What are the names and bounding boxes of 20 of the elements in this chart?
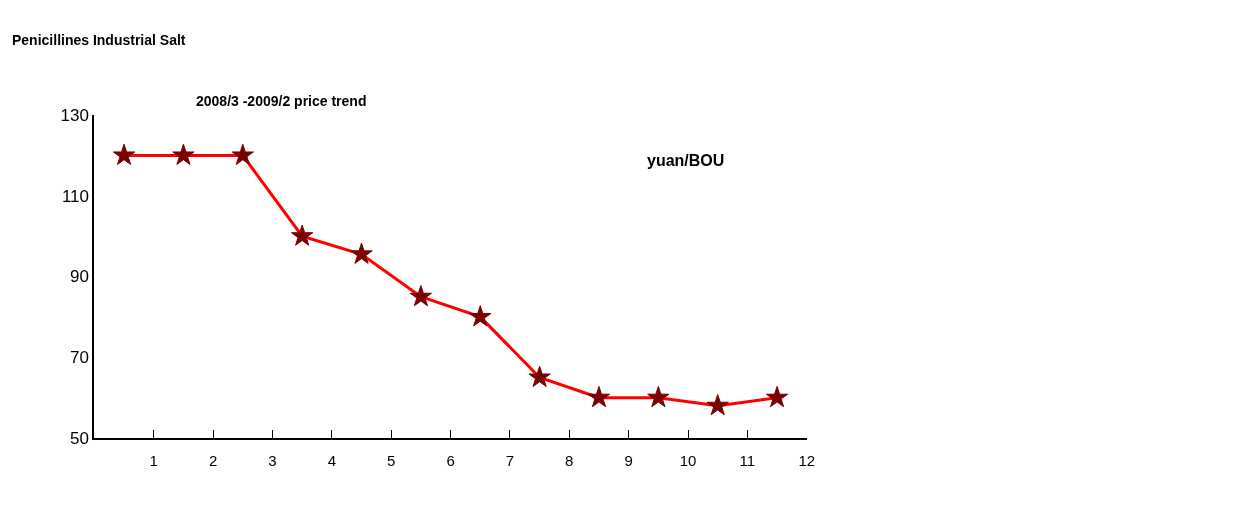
y-tick-label: 110 — [61, 186, 89, 206]
x-tick-label: 7 — [505, 452, 515, 470]
x-tick-label: 3 — [268, 452, 277, 470]
x-tick-label: 9 — [624, 452, 633, 470]
x-tick-label: 11 — [739, 452, 756, 470]
x-tick-label: 5 — [387, 452, 396, 470]
y-tick-label: 50 — [70, 428, 89, 448]
chart-subtitle: 2008/3 -2009/2 price trend — [196, 93, 367, 109]
y-tick-label: 70 — [70, 348, 89, 368]
chart-title: Penicillines Industrial Salt — [12, 32, 186, 48]
x-tick-label: 4 — [327, 452, 337, 470]
x-tick-label: 12 — [798, 452, 816, 470]
y-tick-label: 90 — [70, 267, 89, 287]
x-tick-label: 1 — [149, 452, 158, 470]
annotation: yuan/BOU — [647, 152, 725, 169]
x-tick-label: 8 — [565, 452, 574, 470]
x-tick-label: 2 — [208, 452, 218, 470]
x-tick-label: 10 — [679, 452, 697, 470]
y-tick-label: 130 — [60, 106, 89, 125]
x-tick-label: 6 — [446, 452, 455, 470]
